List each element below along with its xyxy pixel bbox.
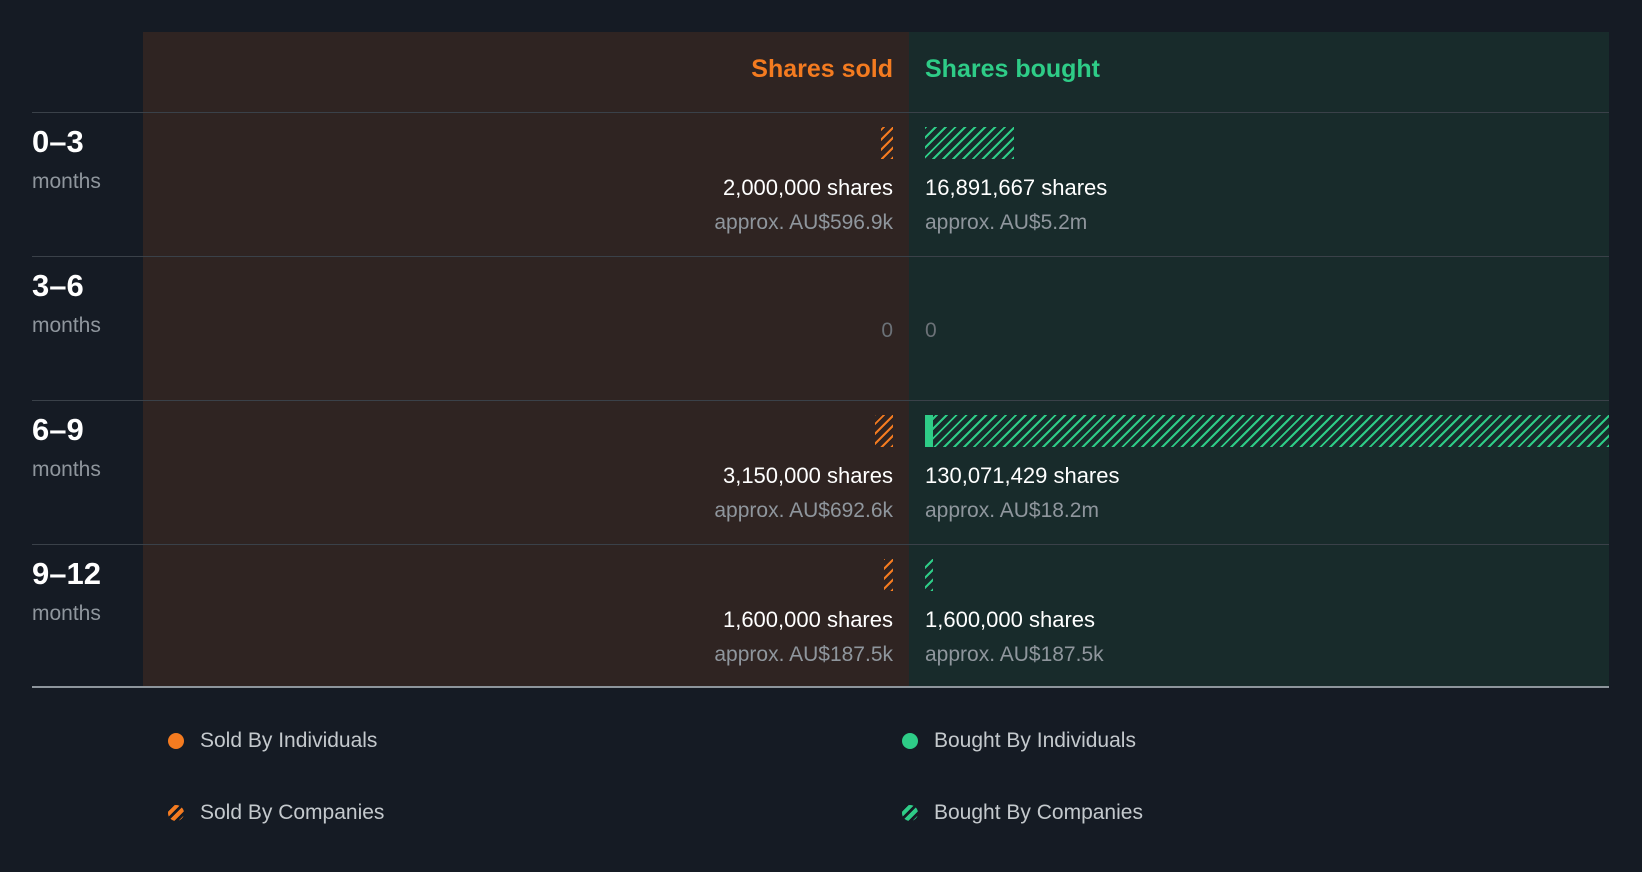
row-divider bbox=[32, 256, 1609, 257]
legend-label: Sold By Individuals bbox=[200, 729, 378, 752]
bought-shares-label: 130,071,429 shares bbox=[925, 463, 1120, 488]
bought-shares-label: 1,600,000 shares bbox=[925, 607, 1096, 632]
sold-shares-label: 2,000,000 shares bbox=[722, 175, 893, 200]
header-shares-bought: Shares bought bbox=[925, 55, 1101, 83]
bought-zero-label: 0 bbox=[925, 319, 937, 342]
sold-bar bbox=[884, 559, 893, 591]
legend-label: Bought By Individuals bbox=[934, 729, 1136, 752]
period-row: 6–9 months 3,150,000 shares approx. AU$692.… bbox=[0, 400, 1642, 544]
sold-shares-label: 1,600,000 shares bbox=[722, 607, 893, 632]
header-shares-sold: Shares sold bbox=[751, 55, 893, 83]
period-range-label: 3–6 bbox=[32, 268, 84, 303]
sold-value-label: approx. AU$692.6k bbox=[714, 499, 893, 522]
bought-bar bbox=[925, 415, 1609, 447]
row-divider bbox=[32, 112, 1609, 113]
sold-value-label: approx. AU$187.5k bbox=[714, 643, 893, 666]
sold-zero-label: 0 bbox=[881, 319, 893, 342]
bought-shares-label: 16,891,667 shares bbox=[925, 175, 1108, 200]
bought-individual-bar bbox=[925, 415, 933, 447]
bought-value-label: approx. AU$187.5k bbox=[925, 643, 1104, 666]
legend-item: Sold By Companies bbox=[168, 801, 384, 825]
sold-value-label: approx. AU$596.9k bbox=[714, 211, 893, 234]
chart-baseline bbox=[32, 686, 1609, 688]
bought-bar bbox=[925, 559, 933, 591]
period-range-label: 9–12 bbox=[32, 556, 101, 591]
sold-bar bbox=[881, 127, 893, 159]
bought-panel bbox=[909, 32, 1609, 687]
legend-item: Sold By Individuals bbox=[168, 729, 377, 753]
period-range-label: 0–3 bbox=[32, 124, 84, 159]
legend-solid-swatch bbox=[168, 733, 184, 749]
row-divider bbox=[32, 544, 1609, 545]
sold-panel bbox=[143, 32, 909, 687]
legend-item: Bought By Individuals bbox=[902, 729, 1136, 753]
legend-label: Bought By Companies bbox=[934, 801, 1143, 824]
period-range-label: 6–9 bbox=[32, 412, 84, 447]
period-unit-label: months bbox=[32, 458, 101, 481]
period-row: 9–12 months 1,600,000 shares approx. AU$187… bbox=[0, 544, 1642, 688]
legend-hatched-swatch bbox=[902, 805, 918, 821]
bought-value-label: approx. AU$5.2m bbox=[925, 211, 1088, 234]
row-divider bbox=[32, 400, 1609, 401]
period-unit-label: months bbox=[32, 170, 101, 193]
sold-bar bbox=[875, 415, 893, 447]
period-row: 3–6 months 0 0 bbox=[0, 256, 1642, 400]
legend-item: Bought By Companies bbox=[902, 801, 1143, 825]
legend-hatched-swatch bbox=[168, 805, 184, 821]
legend-solid-swatch bbox=[902, 733, 918, 749]
legend-label: Sold By Companies bbox=[200, 801, 385, 824]
period-unit-label: months bbox=[32, 602, 101, 625]
sold-shares-label: 3,150,000 shares bbox=[722, 463, 893, 488]
period-row: 0–3 months 2,000,000 shares approx. AU$596.… bbox=[0, 112, 1642, 256]
bought-bar bbox=[925, 127, 1014, 159]
bought-value-label: approx. AU$18.2m bbox=[925, 499, 1099, 522]
period-unit-label: months bbox=[32, 314, 101, 337]
